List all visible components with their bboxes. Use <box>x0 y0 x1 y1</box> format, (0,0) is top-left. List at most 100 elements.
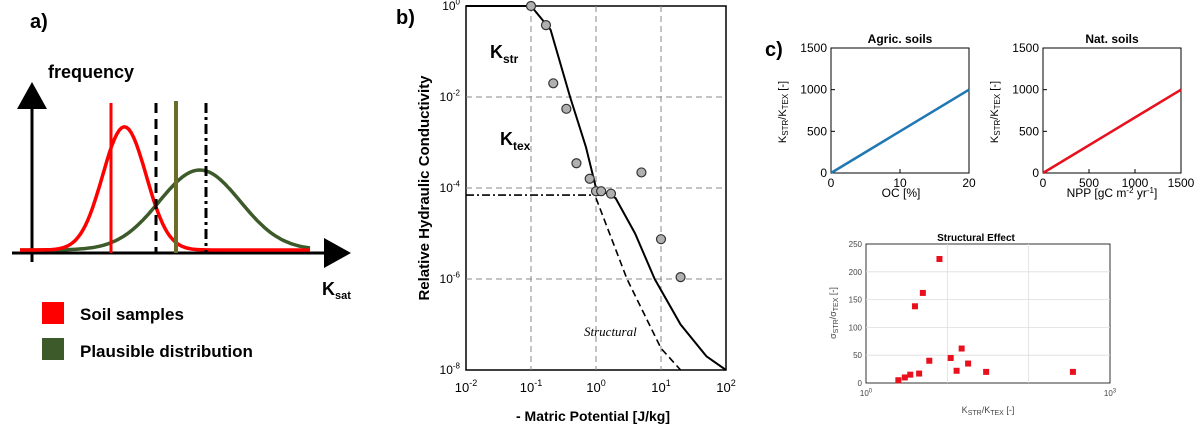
nat-x-axis-label: NPP [gC m-2 yr-1] <box>1067 186 1158 200</box>
panel-b-y-tick: 100 <box>442 0 460 13</box>
structural-y-axis-label: σSTR/σTEX [-] <box>828 287 840 339</box>
nat-series-line <box>1042 88 1182 175</box>
panel-b-data-point <box>605 188 617 199</box>
panel-b-y-tick: 10-2 <box>440 89 461 104</box>
agric-y-tick: 1000 <box>800 83 827 97</box>
panel-b-data-point <box>596 186 607 197</box>
panel-b-y-tick: 10-8 <box>440 362 461 377</box>
panel-b-y-tick: 10-6 <box>440 271 461 286</box>
structural-data-point <box>916 370 923 377</box>
nat-y-tick: 0 <box>1032 166 1039 180</box>
panel-b-data-point <box>540 20 552 31</box>
nat-tick-labels: 0 500 1000 1500 0 500 1000 1500 <box>1012 41 1194 190</box>
frequency-label: frequency <box>48 62 134 82</box>
structural-gridlines <box>866 244 1110 383</box>
panel-a-label: a) <box>30 11 48 33</box>
panel-b-label: b) <box>396 7 415 29</box>
panel-b-data-point <box>548 78 559 89</box>
structural-data-point <box>936 256 943 263</box>
panel-b-data-point <box>675 272 686 283</box>
agric-x-tick: 10 <box>893 176 907 190</box>
structural-y-tick: 200 <box>849 268 863 277</box>
structural-data-point <box>947 354 954 361</box>
panel-b-data-point <box>561 103 572 114</box>
structural-y-tick: 100 <box>849 323 863 332</box>
nat-plot-area <box>1042 47 1182 174</box>
kstr-annotation: Kstr <box>490 42 519 66</box>
panel-b-data-point <box>525 0 537 12</box>
ktex-annotation: Ktex <box>500 129 531 153</box>
structural-data-point <box>901 374 908 381</box>
panel-b: b) 10-2 10-1 100 101 10210010-210-410-610-8 … <box>396 0 736 424</box>
legend-label-soil-samples: Soil samples <box>80 305 184 324</box>
structural-effect-title: Structural Effect <box>937 233 1015 244</box>
agric-y-tick: 0 <box>820 166 827 180</box>
agric-x-tick: 20 <box>962 176 976 190</box>
structural-annotation: Structural <box>584 324 637 339</box>
structural-data-point <box>953 367 960 374</box>
soil-samples-curve <box>20 124 310 252</box>
panel-b-y-axis-label: Relative Hydraulic Conductivity <box>416 75 433 301</box>
structural-data-point <box>965 360 972 367</box>
panel-b-x-tick: 10-2 <box>455 378 477 395</box>
structural-data-points <box>895 256 1076 384</box>
panel-b-x-tick: 101 <box>651 378 670 395</box>
panel-b-data-point <box>584 173 595 184</box>
agric-y-tick: 500 <box>807 124 827 138</box>
structural-component-curve <box>595 197 682 371</box>
structural-tick-labels: 0 50 100 150 200 250 100 103 <box>849 240 1117 398</box>
structural-x-tick: 100 <box>860 388 873 398</box>
agric-tick-labels: 0 10 20 0 500 1000 1500 <box>800 41 976 190</box>
agric-x-tick: 0 <box>828 176 835 190</box>
structural-data-point <box>911 303 918 310</box>
legend-swatch-soil-samples <box>42 302 64 324</box>
agric-plot-area <box>830 47 970 174</box>
panel-b-data-point <box>571 158 582 169</box>
structural-y-tick: 150 <box>849 296 863 305</box>
panel-b-data-point <box>655 234 667 245</box>
agric-x-axis-label: OC [%] <box>882 186 921 200</box>
nat-x-tick: 500 <box>1079 176 1099 190</box>
panel-b-x-tick: 10-1 <box>520 378 542 395</box>
panel-b-x-tick: 100 <box>586 378 605 395</box>
structural-data-point <box>907 371 914 378</box>
panel-b-data-points <box>525 0 686 283</box>
legend-label-plausible-distribution: Plausible distribution <box>80 342 253 361</box>
agric-y-tick: 1500 <box>800 41 827 55</box>
structural-x-axis-label: KSTR/KTEX [-] <box>962 405 1015 417</box>
nat-x-tick: 1000 <box>1122 176 1149 190</box>
ksat-label: Ksat <box>322 279 351 302</box>
structural-y-tick: 0 <box>858 379 863 388</box>
nat-y-tick: 500 <box>1019 124 1039 138</box>
panel-b-x-tick: 102 <box>716 378 735 395</box>
nat-x-tick: 0 <box>1040 176 1047 190</box>
structural-data-point <box>958 345 965 352</box>
structural-y-tick: 50 <box>853 351 862 360</box>
structural-data-point <box>926 357 933 364</box>
structural-y-tick: 250 <box>849 240 863 249</box>
panel-c-label: c) <box>765 39 783 61</box>
panel-b-data-point <box>636 167 647 178</box>
nat-soils-title: Nat. soils <box>1085 32 1139 46</box>
nat-y-tick: 1000 <box>1012 83 1039 97</box>
panel-a: a) frequency Ksat Soil samples Plausible… <box>12 11 351 361</box>
structural-data-point <box>983 368 990 375</box>
agric-soils-title: Agric. soils <box>868 32 933 46</box>
structural-x-tick: 103 <box>1104 388 1117 398</box>
nat-y-axis-label: KSTR/KTEX [-] <box>989 81 1002 143</box>
legend-swatch-plausible-distribution <box>42 338 64 360</box>
structural-data-point <box>895 377 902 384</box>
panel-b-tick-labels: 10-2 10-1 100 101 102 100 10-2 10-4 10-6 10-8 <box>440 0 736 395</box>
panel-b-x-axis-label: - Matric Potential [J/kg] <box>516 408 670 424</box>
agric-series-line <box>830 88 970 175</box>
agric-y-axis-label: KSTR/KTEX [-] <box>777 81 790 143</box>
nat-y-tick: 1500 <box>1012 41 1039 55</box>
structural-data-point <box>919 289 926 296</box>
nat-x-tick: 1500 <box>1168 176 1195 190</box>
panel-b-y-tick: 10-4 <box>440 180 461 195</box>
structural-data-point <box>1069 368 1076 375</box>
plausible-distribution-curve <box>20 168 311 252</box>
structural-plot-area <box>865 243 1111 384</box>
